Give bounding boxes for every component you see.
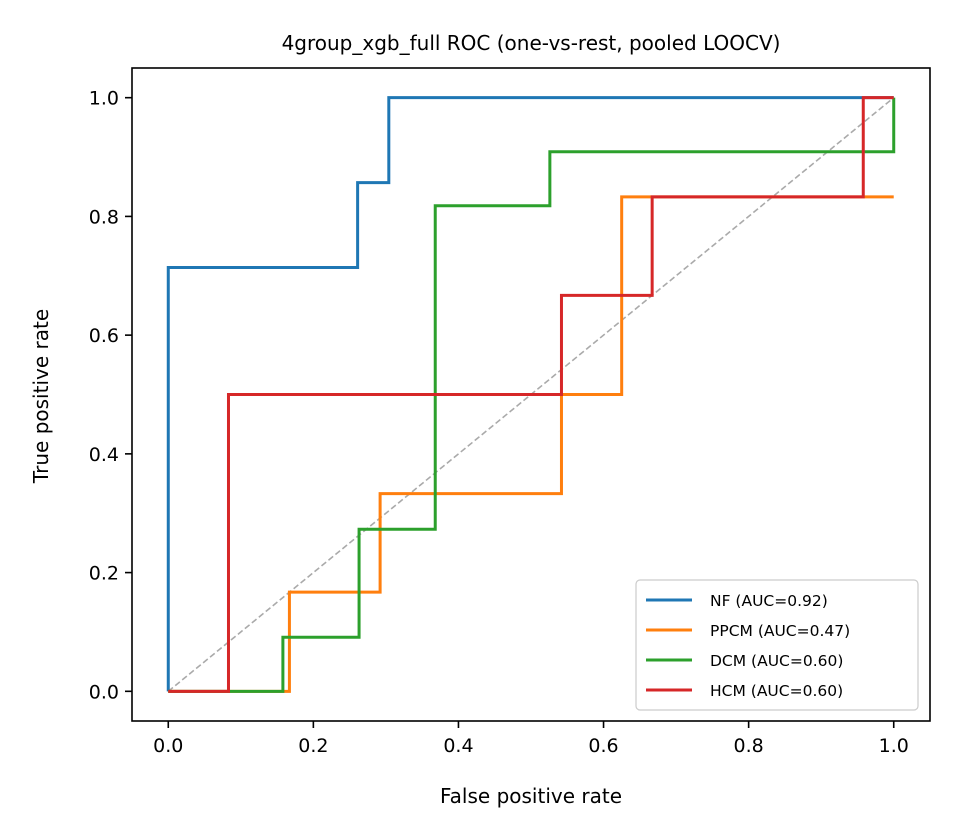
y-tick-label: 1.0: [89, 88, 119, 110]
x-tick-label: 0.8: [734, 735, 764, 757]
y-axis-label: True positive rate: [29, 309, 53, 484]
series-line-3: [168, 96, 894, 693]
x-tick-label: 0.0: [153, 735, 183, 757]
y-tick-label: 0.0: [89, 681, 119, 703]
y-tick-label: 0.2: [89, 563, 119, 585]
y-tick-label: 0.8: [89, 206, 119, 228]
legend: NF (AUC=0.92) PPCM (AUC=0.47) DCM (AUC=0.6…: [635, 579, 919, 711]
x-tick-label: 1.0: [879, 735, 909, 757]
axes-frame: [131, 67, 931, 722]
legend-label-1: PPCM (AUC=0.47): [710, 622, 850, 640]
series-line-0: [166, 96, 894, 692]
legend-label-3: HCM (AUC=0.60): [710, 682, 843, 700]
x-tick-label: 0.2: [298, 735, 328, 757]
x-tick-label: 0.6: [588, 735, 618, 757]
x-axis-label: False positive rate: [440, 784, 622, 808]
series-line-2: [168, 97, 896, 693]
y-tick-label: 0.6: [89, 325, 119, 347]
legend-label-2: DCM (AUC=0.60): [710, 652, 843, 670]
y-tick-label: 0.4: [89, 444, 119, 466]
legend-box: [635, 579, 919, 711]
plot-area: [131, 67, 931, 722]
axis-ticks: 0.0 0.2 0.4 0.6 0.8 1.0 0.0 0.2 0.4 0.6 0.8 1.0: [89, 88, 909, 757]
x-tick-label: 0.4: [443, 735, 473, 757]
legend-label-0: NF (AUC=0.92): [710, 592, 828, 610]
chart-title: 4group_xgb_full ROC (one-vs-rest, pooled…: [282, 31, 781, 55]
